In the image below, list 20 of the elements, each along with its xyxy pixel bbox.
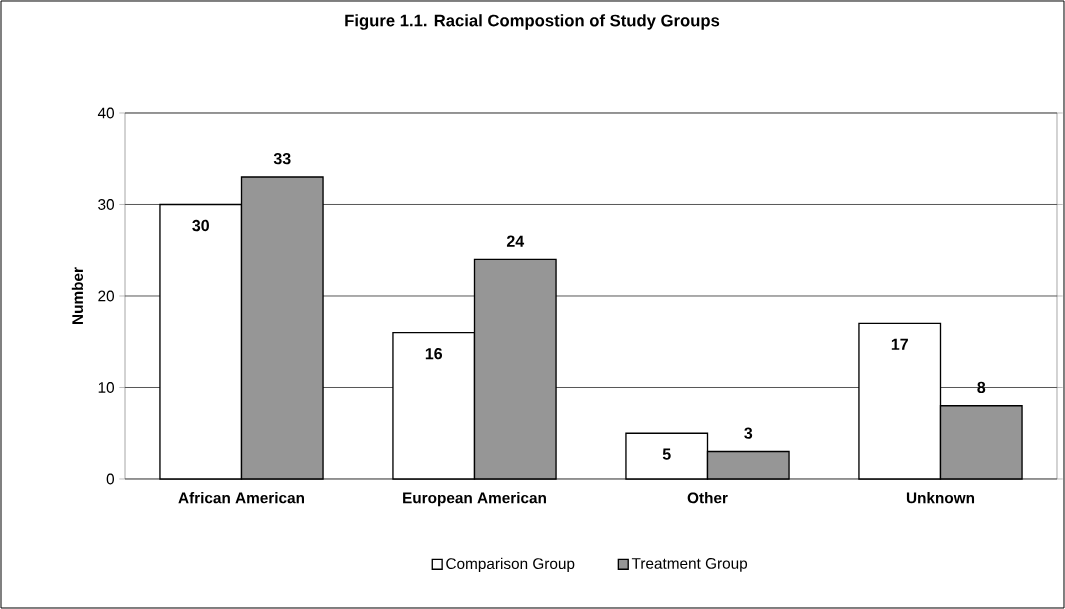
data-label: 33: [273, 152, 291, 165]
data-label: 16: [425, 347, 443, 360]
legend-label: Comparison Group: [446, 557, 575, 573]
y-tick-label: 40: [97, 107, 114, 119]
y-axis-title: Number: [71, 267, 84, 324]
data-label: 3: [744, 427, 753, 439]
x-tick-label: Unknown: [906, 492, 975, 504]
y-tick-label: 30: [98, 199, 114, 210]
x-tick-label: Other: [687, 492, 728, 504]
data-label: 24: [506, 235, 525, 247]
x-tick-label: African American: [178, 492, 304, 504]
legend-label: Treatment Group: [631, 557, 748, 572]
data-label: 5: [662, 448, 671, 460]
x-tick-label: European American: [403, 492, 546, 507]
y-tick-label: 10: [98, 382, 114, 393]
chart-title: Figure 1.1. Racial Compostion of Study Groups: [345, 14, 720, 30]
y-tick-label: 0: [106, 473, 114, 485]
data-label: 30: [192, 219, 209, 232]
y-tick-label: 20: [98, 290, 114, 302]
data-label: 17: [891, 338, 908, 350]
